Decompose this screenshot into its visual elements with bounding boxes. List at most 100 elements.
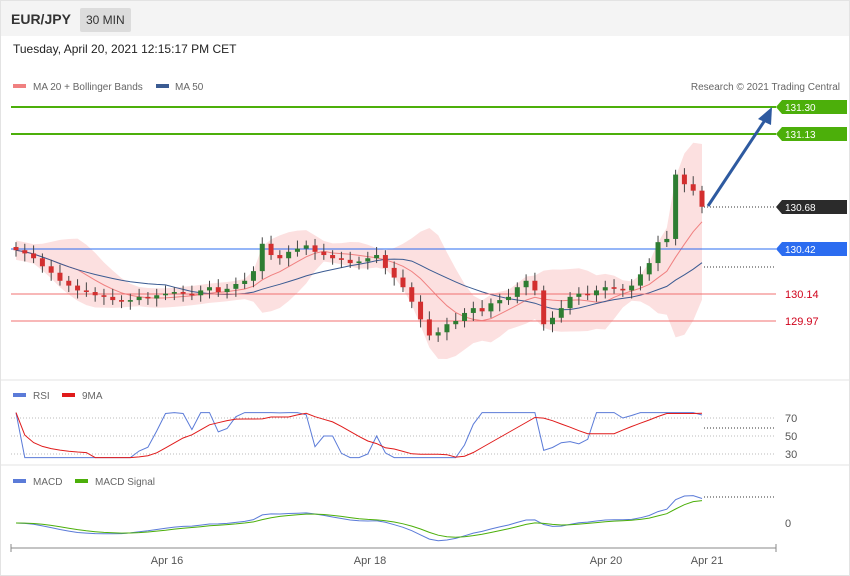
- candle-up: [136, 296, 142, 301]
- candle-down: [22, 250, 28, 254]
- candle-up: [435, 332, 441, 336]
- candle-down: [57, 272, 63, 281]
- candle-up: [673, 174, 679, 239]
- candle-up: [514, 287, 520, 297]
- candle-down: [479, 308, 485, 312]
- candle-up: [629, 285, 635, 291]
- candle-up: [233, 283, 239, 289]
- candle-down: [66, 280, 72, 286]
- candle-up: [374, 255, 380, 259]
- x-label-apr21: Apr 21: [691, 555, 723, 567]
- rsi-legend-swatch: [13, 393, 26, 397]
- candle-down: [391, 267, 397, 278]
- candle-down: [699, 190, 705, 207]
- candle-up: [664, 238, 670, 243]
- candle-down: [400, 277, 406, 288]
- candle-up: [602, 287, 608, 291]
- forecast-arrow: [706, 116, 769, 207]
- candle-down: [690, 184, 696, 191]
- candle-down: [541, 290, 547, 325]
- x-label-apr18: Apr 18: [354, 555, 386, 567]
- rsi-tick-30: 30: [785, 449, 797, 461]
- ma20-legend-label: MA 20 + Bollinger Bands: [33, 82, 143, 93]
- timeframe-selector[interactable]: 30 MIN: [80, 8, 131, 32]
- rsi-ma-legend-swatch: [62, 393, 75, 397]
- ma50-legend-swatch: [156, 84, 169, 88]
- x-label-apr20: Apr 20: [590, 555, 622, 567]
- candle-down: [620, 288, 626, 291]
- candle-up: [497, 300, 503, 304]
- level-tag-130-42: 130.42: [776, 242, 847, 256]
- macd-signal-legend-swatch: [75, 479, 88, 483]
- macd-tick-0: 0: [785, 518, 791, 530]
- candle-up: [259, 243, 265, 272]
- candle-down: [418, 301, 424, 320]
- candle-up: [171, 292, 177, 294]
- candle-up: [206, 287, 212, 291]
- candle-up: [567, 296, 573, 309]
- candle-down: [347, 259, 353, 264]
- candle-down: [382, 255, 388, 268]
- candle-down: [611, 287, 617, 289]
- chart-datetime: Tuesday, April 20, 2021 12:15:17 PM CET: [13, 42, 237, 56]
- ma20-legend-swatch: [13, 84, 26, 88]
- candle-down: [145, 296, 151, 299]
- macd-signal-legend-label: MACD Signal: [95, 477, 155, 488]
- candle-down: [532, 280, 538, 291]
- symbol-label: EUR/JPY: [11, 11, 71, 27]
- candle-down: [585, 293, 591, 296]
- x-label-apr16: Apr 16: [151, 555, 183, 567]
- candle-up: [154, 295, 160, 299]
- candle-down: [13, 246, 19, 251]
- candle-up: [127, 300, 133, 302]
- candle-up: [250, 271, 256, 281]
- level-tag-130-68: 130.68: [776, 200, 847, 214]
- macd-legend-swatch: [13, 479, 26, 483]
- candle-down: [101, 295, 107, 297]
- candle-up: [163, 293, 169, 296]
- candle-up: [286, 251, 292, 259]
- candle-down: [426, 319, 432, 336]
- candle-down: [48, 266, 54, 273]
- svg-text:130.68: 130.68: [785, 203, 816, 214]
- candle-down: [189, 293, 195, 296]
- chart-header: EUR/JPY 30 MIN: [1, 1, 849, 36]
- candle-up: [558, 308, 564, 318]
- ma50-legend-label: MA 50: [175, 82, 204, 93]
- level-label-130-14: 130.14: [785, 289, 819, 301]
- rsi-line: [15, 412, 703, 459]
- level-tag-131-13: 131.13: [776, 127, 847, 141]
- credit-label: Research © 2021 Trading Central: [691, 82, 840, 93]
- candle-down: [75, 285, 81, 291]
- level-tag-131-30: 131.30: [776, 100, 847, 114]
- candle-down: [180, 292, 186, 294]
- candle-up: [365, 258, 371, 262]
- candle-up: [303, 245, 309, 249]
- candle-up: [549, 317, 555, 325]
- svg-text:131.30: 131.30: [785, 103, 816, 114]
- rsi-tick-70: 70: [785, 413, 797, 425]
- rsi-legend-label: RSI: [33, 391, 50, 402]
- forecast-arrowhead: [758, 107, 772, 125]
- candle-up: [506, 296, 512, 301]
- candle-up: [576, 293, 582, 297]
- candle-up: [356, 261, 362, 264]
- candle-down: [92, 292, 98, 296]
- candle-down: [681, 174, 687, 185]
- candle-down: [409, 287, 415, 302]
- candle-down: [312, 245, 318, 252]
- candle-up: [637, 274, 643, 286]
- candle-up: [294, 248, 300, 252]
- candle-down: [215, 287, 221, 293]
- rsi-ma-line: [15, 412, 703, 459]
- svg-text:131.13: 131.13: [785, 130, 816, 141]
- svg-text:130.42: 130.42: [785, 245, 816, 256]
- candle-up: [444, 324, 450, 333]
- candle-up: [646, 263, 652, 275]
- rsi-tick-50: 50: [785, 431, 797, 443]
- candle-down: [268, 243, 274, 256]
- macd-signal-line: [15, 500, 703, 538]
- candle-up: [488, 303, 494, 312]
- candle-up: [242, 280, 248, 284]
